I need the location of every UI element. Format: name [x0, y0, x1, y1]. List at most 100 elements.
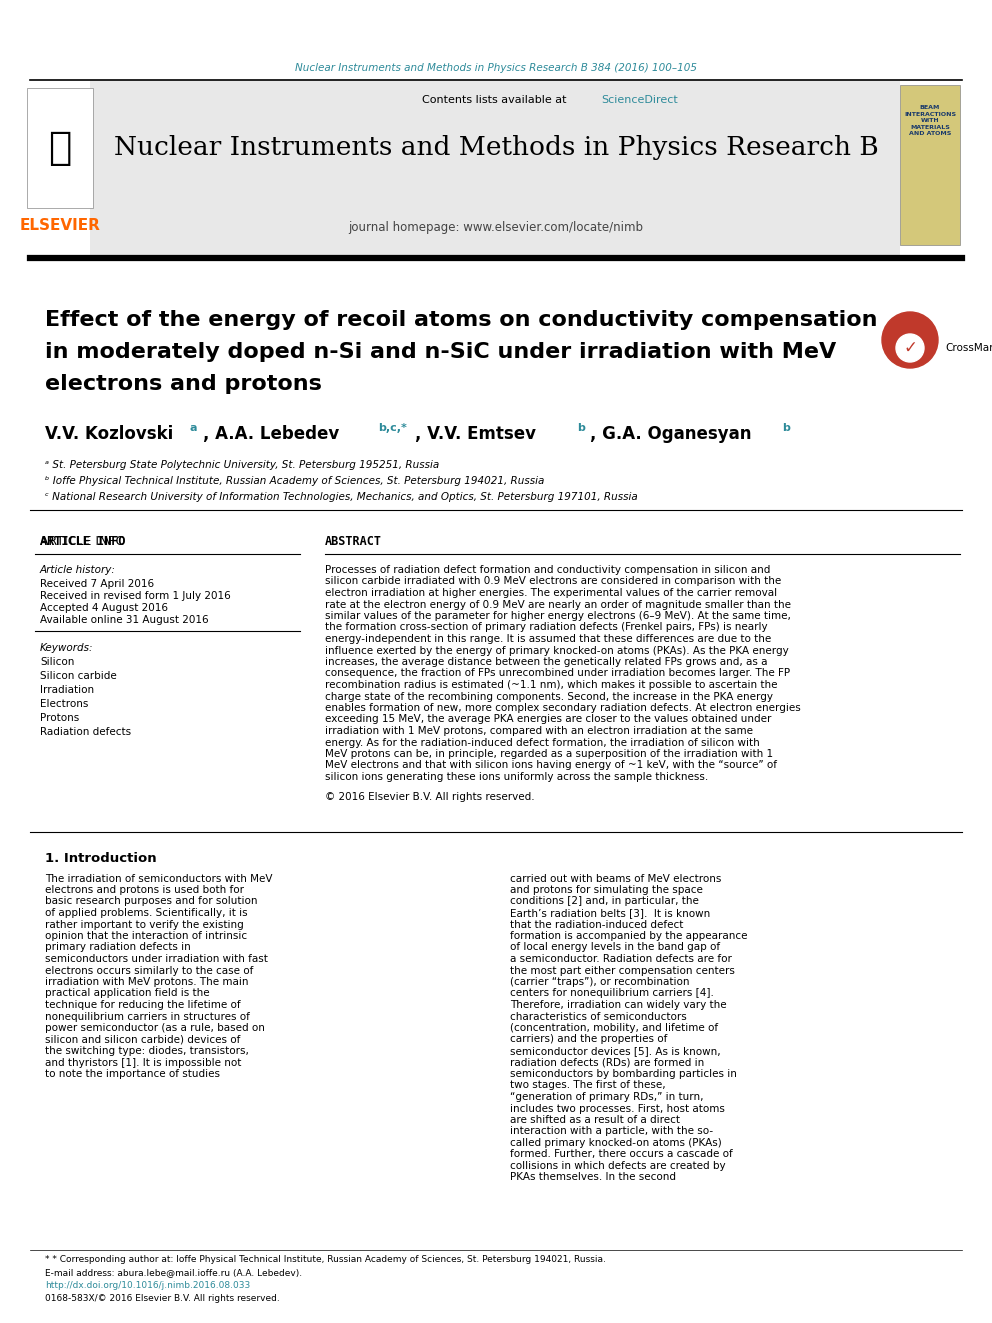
Text: (carrier “traps”), or recombination: (carrier “traps”), or recombination: [510, 976, 689, 987]
Text: includes two processes. First, host atoms: includes two processes. First, host atom…: [510, 1103, 725, 1114]
Text: of applied problems. Scientifically, it is: of applied problems. Scientifically, it …: [45, 908, 248, 918]
Text: Article history:: Article history:: [40, 565, 116, 576]
Text: semiconductors by bombarding particles in: semiconductors by bombarding particles i…: [510, 1069, 737, 1080]
Text: Available online 31 August 2016: Available online 31 August 2016: [40, 615, 208, 624]
Text: MeV electrons and that with silicon ions having energy of ~1 keV, with the “sour: MeV electrons and that with silicon ions…: [325, 761, 777, 770]
Text: in moderately doped n-Si and n-SiC under irradiation with MeV: in moderately doped n-Si and n-SiC under…: [45, 343, 836, 363]
Text: energy. As for the radiation-induced defect formation, the irradiation of silico: energy. As for the radiation-induced def…: [325, 737, 760, 747]
Text: 0168-583X/© 2016 Elsevier B.V. All rights reserved.: 0168-583X/© 2016 Elsevier B.V. All right…: [45, 1294, 280, 1303]
Text: , A.A. Lebedev: , A.A. Lebedev: [203, 425, 339, 443]
Text: formed. Further, there occurs a cascade of: formed. Further, there occurs a cascade …: [510, 1150, 733, 1159]
Text: Earth’s radiation belts [3].  It is known: Earth’s radiation belts [3]. It is known: [510, 908, 710, 918]
Text: called primary knocked-on atoms (PKAs): called primary knocked-on atoms (PKAs): [510, 1138, 722, 1148]
Text: technique for reducing the lifetime of: technique for reducing the lifetime of: [45, 1000, 241, 1009]
Text: ARTICLE INFO: ARTICLE INFO: [40, 534, 126, 548]
Text: Keywords:: Keywords:: [40, 643, 93, 654]
Text: recombination radius is estimated (~1.1 nm), which makes it possible to ascertai: recombination radius is estimated (~1.1 …: [325, 680, 778, 691]
Text: * * Corresponding author at: Ioffe Physical Technical Institute, Russian Academy: * * Corresponding author at: Ioffe Physi…: [45, 1256, 606, 1263]
Text: The irradiation of semiconductors with MeV: The irradiation of semiconductors with M…: [45, 873, 273, 884]
Text: Processes of radiation defect formation and conductivity compensation in silicon: Processes of radiation defect formation …: [325, 565, 771, 576]
Text: ABSTRACT: ABSTRACT: [325, 534, 382, 548]
FancyBboxPatch shape: [90, 79, 900, 255]
Text: primary radiation defects in: primary radiation defects in: [45, 942, 190, 953]
Text: journal homepage: www.elsevier.com/locate/nimb: journal homepage: www.elsevier.com/locat…: [348, 221, 644, 234]
FancyBboxPatch shape: [27, 89, 93, 208]
Text: CrossMark: CrossMark: [945, 343, 992, 353]
Text: Electrons: Electrons: [40, 699, 88, 709]
Text: http://dx.doi.org/10.1016/j.nimb.2016.08.033: http://dx.doi.org/10.1016/j.nimb.2016.08…: [45, 1281, 250, 1290]
Text: ᵇ Ioffe Physical Technical Institute, Russian Academy of Sciences, St. Petersbur: ᵇ Ioffe Physical Technical Institute, Ru…: [45, 476, 545, 486]
Text: rather important to verify the existing: rather important to verify the existing: [45, 919, 244, 930]
Text: silicon ions generating these ions uniformly across the sample thickness.: silicon ions generating these ions unifo…: [325, 773, 708, 782]
Text: Therefore, irradiation can widely vary the: Therefore, irradiation can widely vary t…: [510, 1000, 726, 1009]
Text: that the radiation-induced defect: that the radiation-induced defect: [510, 919, 683, 930]
Text: consequence, the fraction of FPs unrecombined under irradiation becomes larger. : consequence, the fraction of FPs unrecom…: [325, 668, 790, 679]
Text: irradiation with 1 MeV protons, compared with an electron irradiation at the sam: irradiation with 1 MeV protons, compared…: [325, 726, 753, 736]
Text: Contents lists available at: Contents lists available at: [422, 95, 570, 105]
Text: electron irradiation at higher energies. The experimental values of the carrier : electron irradiation at higher energies.…: [325, 587, 777, 598]
Text: Irradiation: Irradiation: [40, 685, 94, 695]
Text: nonequilibrium carriers in structures of: nonequilibrium carriers in structures of: [45, 1012, 250, 1021]
FancyBboxPatch shape: [900, 85, 960, 245]
Text: two stages. The first of these,: two stages. The first of these,: [510, 1081, 666, 1090]
Text: enables formation of new, more complex secondary radiation defects. At electron : enables formation of new, more complex s…: [325, 703, 801, 713]
Text: electrons and protons is used both for: electrons and protons is used both for: [45, 885, 244, 894]
Text: E-mail address: abura.lebe@mail.ioffe.ru (A.A. Lebedev).: E-mail address: abura.lebe@mail.ioffe.ru…: [45, 1267, 303, 1277]
Text: Silicon: Silicon: [40, 658, 74, 667]
Text: radiation defects (RDs) are formed in: radiation defects (RDs) are formed in: [510, 1057, 704, 1068]
Text: (concentration, mobility, and lifetime of: (concentration, mobility, and lifetime o…: [510, 1023, 718, 1033]
Text: collisions in which defects are created by: collisions in which defects are created …: [510, 1162, 725, 1171]
Text: formation is accompanied by the appearance: formation is accompanied by the appearan…: [510, 931, 748, 941]
Text: semiconductors under irradiation with fast: semiconductors under irradiation with fa…: [45, 954, 268, 964]
Text: ARTICLE INFO: ARTICLE INFO: [40, 534, 125, 548]
Text: opinion that the interaction of intrinsic: opinion that the interaction of intrinsi…: [45, 931, 247, 941]
Text: the most part either compensation centers: the most part either compensation center…: [510, 966, 735, 975]
Text: charge state of the recombining components. Second, the increase in the PKA ener: charge state of the recombining componen…: [325, 692, 773, 701]
Text: BEAM
INTERACTIONS
WITH
MATERIALS
AND ATOMS: BEAM INTERACTIONS WITH MATERIALS AND ATO…: [904, 105, 956, 136]
Text: ScienceDirect: ScienceDirect: [601, 95, 679, 105]
Text: 1. Introduction: 1. Introduction: [45, 852, 157, 864]
Text: Radiation defects: Radiation defects: [40, 728, 131, 737]
Text: MeV protons can be, in principle, regarded as a superposition of the irradiation: MeV protons can be, in principle, regard…: [325, 749, 773, 759]
Text: a: a: [190, 423, 197, 433]
Text: energy-independent in this range. It is assumed that these differences are due t: energy-independent in this range. It is …: [325, 634, 771, 644]
Text: 🌳: 🌳: [49, 130, 71, 167]
Text: © 2016 Elsevier B.V. All rights reserved.: © 2016 Elsevier B.V. All rights reserved…: [325, 791, 535, 802]
Text: are shifted as a result of a direct: are shifted as a result of a direct: [510, 1115, 680, 1125]
Text: Protons: Protons: [40, 713, 79, 722]
Text: Silicon carbide: Silicon carbide: [40, 671, 117, 681]
Circle shape: [882, 312, 938, 368]
Text: Nuclear Instruments and Methods in Physics Research B: Nuclear Instruments and Methods in Physi…: [114, 135, 878, 160]
Text: and thyristors [1]. It is impossible not: and thyristors [1]. It is impossible not: [45, 1057, 241, 1068]
Text: Received in revised form 1 July 2016: Received in revised form 1 July 2016: [40, 591, 231, 601]
Text: Accepted 4 August 2016: Accepted 4 August 2016: [40, 603, 168, 613]
Circle shape: [896, 333, 924, 363]
Text: PKAs themselves. In the second: PKAs themselves. In the second: [510, 1172, 676, 1183]
Text: electrons and protons: electrons and protons: [45, 374, 321, 394]
Text: carriers) and the properties of: carriers) and the properties of: [510, 1035, 668, 1044]
Text: b: b: [577, 423, 585, 433]
Text: practical application field is the: practical application field is the: [45, 988, 209, 999]
Text: Effect of the energy of recoil atoms on conductivity compensation: Effect of the energy of recoil atoms on …: [45, 310, 878, 329]
Text: conditions [2] and, in particular, the: conditions [2] and, in particular, the: [510, 897, 699, 906]
Text: characteristics of semiconductors: characteristics of semiconductors: [510, 1012, 686, 1021]
Text: Nuclear Instruments and Methods in Physics Research B 384 (2016) 100–105: Nuclear Instruments and Methods in Physi…: [295, 64, 697, 73]
Text: V.V. Kozlovski: V.V. Kozlovski: [45, 425, 174, 443]
Text: increases, the average distance between the genetically related FPs grows and, a: increases, the average distance between …: [325, 658, 768, 667]
Text: basic research purposes and for solution: basic research purposes and for solution: [45, 897, 258, 906]
Text: irradiation with MeV protons. The main: irradiation with MeV protons. The main: [45, 976, 249, 987]
Text: centers for nonequilibrium carriers [4].: centers for nonequilibrium carriers [4].: [510, 988, 714, 999]
Text: , G.A. Oganesyan: , G.A. Oganesyan: [590, 425, 752, 443]
Text: Received 7 April 2016: Received 7 April 2016: [40, 579, 154, 589]
Text: to note the importance of studies: to note the importance of studies: [45, 1069, 220, 1080]
Text: influence exerted by the energy of primary knocked-on atoms (PKAs). As the PKA e: influence exerted by the energy of prima…: [325, 646, 789, 655]
Text: b,c,*: b,c,*: [378, 423, 407, 433]
Text: silicon and silicon carbide) devices of: silicon and silicon carbide) devices of: [45, 1035, 240, 1044]
Text: interaction with a particle, with the so-: interaction with a particle, with the so…: [510, 1126, 713, 1136]
Text: semiconductor devices [5]. As is known,: semiconductor devices [5]. As is known,: [510, 1046, 720, 1056]
Text: b: b: [782, 423, 790, 433]
Text: the formation cross-section of primary radiation defects (Frenkel pairs, FPs) is: the formation cross-section of primary r…: [325, 623, 768, 632]
Text: a semiconductor. Radiation defects are for: a semiconductor. Radiation defects are f…: [510, 954, 732, 964]
Text: ᶜ National Research University of Information Technologies, Mechanics, and Optic: ᶜ National Research University of Inform…: [45, 492, 638, 501]
Text: ✓: ✓: [903, 339, 917, 357]
